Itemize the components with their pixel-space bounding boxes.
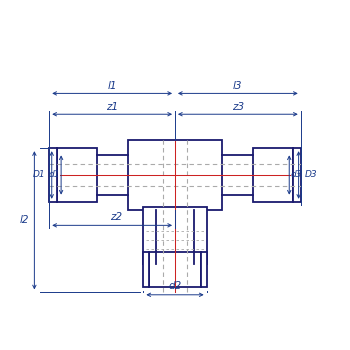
Bar <box>57 148 97 202</box>
Bar <box>201 252 206 287</box>
Text: d3: d3 <box>290 170 302 180</box>
Bar <box>143 207 207 264</box>
Text: D1: D1 <box>33 170 46 180</box>
Bar <box>149 252 201 287</box>
Text: z3: z3 <box>232 102 244 112</box>
Text: z1: z1 <box>106 102 118 112</box>
Text: l2: l2 <box>19 215 29 225</box>
Bar <box>49 148 57 202</box>
Text: d2: d2 <box>168 281 182 291</box>
Bar <box>144 252 149 287</box>
Text: D3: D3 <box>305 170 317 180</box>
Text: l3: l3 <box>233 81 243 91</box>
Text: l1: l1 <box>107 81 117 91</box>
Bar <box>128 140 222 210</box>
Bar <box>293 148 301 202</box>
Text: d1: d1 <box>48 170 60 180</box>
Bar <box>253 148 293 202</box>
Text: z2: z2 <box>110 212 122 222</box>
